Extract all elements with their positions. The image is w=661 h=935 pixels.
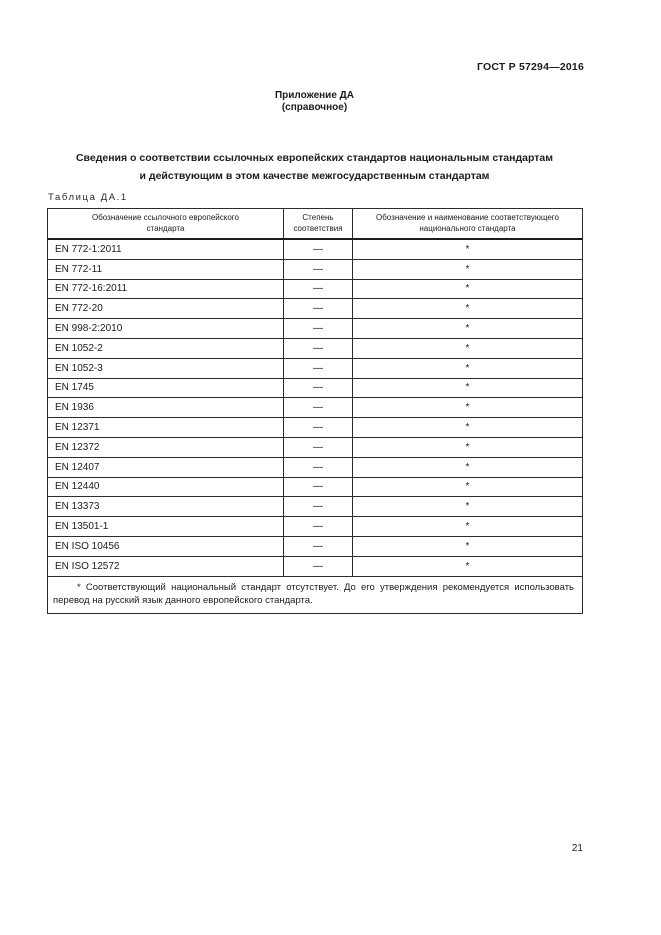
european-standard-cell: EN 1745 bbox=[47, 377, 284, 399]
european-standard-cell: EN 772-20 bbox=[47, 298, 284, 320]
degree-cell: — bbox=[283, 318, 353, 339]
european-standard-cell: EN 12407 bbox=[47, 456, 284, 478]
table-row: EN ISO 12572 — * bbox=[47, 555, 583, 577]
degree-cell: — bbox=[283, 238, 353, 260]
national-standard-cell: * bbox=[352, 377, 583, 399]
appendix-subtitle: (справочное) bbox=[281, 102, 348, 113]
table-row: EN 13373 — * bbox=[47, 496, 583, 518]
degree-cell: — bbox=[283, 535, 353, 557]
national-standard-cell: * bbox=[352, 298, 583, 320]
table-header: Обозначение ссылочного европейского стан… bbox=[47, 208, 583, 240]
column-header-national-standard-label: Обозначение и наименование соответствующ… bbox=[376, 213, 559, 233]
european-standard-cell: EN 12440 bbox=[47, 476, 284, 498]
table-row: EN 1052-3 — * bbox=[47, 357, 583, 379]
table-row: EN 1936 — * bbox=[47, 397, 583, 419]
table-row: EN 12371 — * bbox=[47, 417, 583, 438]
table-footnote: * Соответствующий национальный стандарт … bbox=[47, 575, 583, 614]
table-row: EN 772-20 — * bbox=[47, 298, 583, 320]
degree-cell: — bbox=[283, 397, 353, 419]
european-standard-cell: EN 13501-1 bbox=[47, 516, 284, 537]
national-standard-cell: * bbox=[352, 516, 583, 537]
european-standard-cell: EN 12371 bbox=[47, 417, 284, 438]
european-standard-cell: EN 13373 bbox=[47, 496, 284, 518]
appendix-heading: Приложение ДА (справочное) bbox=[47, 90, 582, 114]
table-row: EN 1052-2 — * bbox=[47, 337, 583, 359]
column-header-degree-label: Степень соответствия bbox=[293, 213, 343, 233]
degree-cell: — bbox=[283, 298, 353, 320]
european-standard-cell: EN 998-2:2010 bbox=[47, 318, 284, 339]
table-row: EN 772-1:2011 — * bbox=[47, 238, 583, 260]
national-standard-cell: * bbox=[352, 436, 583, 458]
degree-cell: — bbox=[283, 278, 353, 300]
standard-code: ГОСТ Р 57294—2016 bbox=[476, 61, 584, 73]
section-title-line1: Сведения о соответствии ссылочных европе… bbox=[75, 152, 554, 164]
table-row: EN ISO 10456 — * bbox=[47, 535, 583, 557]
degree-cell: — bbox=[283, 476, 353, 498]
correspondence-table: Обозначение ссылочного европейского стан… bbox=[47, 208, 583, 614]
european-standard-cell: EN 12372 bbox=[47, 436, 284, 458]
european-standard-cell: EN 1052-3 bbox=[47, 357, 284, 379]
table-row: EN 772-16:2011 — * bbox=[47, 278, 583, 300]
table-row: EN 12372 — * bbox=[47, 436, 583, 458]
european-standard-cell: EN ISO 10456 bbox=[47, 535, 284, 557]
degree-cell: — bbox=[283, 496, 353, 518]
footnote-row: * Соответствующий национальный стандарт … bbox=[47, 575, 583, 614]
national-standard-cell: * bbox=[352, 476, 583, 498]
degree-cell: — bbox=[283, 516, 353, 537]
column-header-european-standard-label: Обозначение ссылочного европейского стан… bbox=[91, 213, 239, 233]
table-row: EN 12407 — * bbox=[47, 456, 583, 478]
european-standard-cell: EN 1052-2 bbox=[47, 337, 284, 359]
table-row: EN 998-2:2010 — * bbox=[47, 318, 583, 339]
national-standard-cell: * bbox=[352, 496, 583, 518]
section-title: Сведения о соответствии ссылочных европе… bbox=[36, 150, 593, 185]
table-row: EN 772-11 — * bbox=[47, 258, 583, 280]
degree-cell: — bbox=[283, 555, 353, 577]
national-standard-cell: * bbox=[352, 278, 583, 300]
national-standard-cell: * bbox=[352, 318, 583, 339]
degree-cell: — bbox=[283, 436, 353, 458]
national-standard-cell: * bbox=[352, 535, 583, 557]
table-row: EN 12440 — * bbox=[47, 476, 583, 498]
degree-cell: — bbox=[283, 456, 353, 478]
table-header-row: Обозначение ссылочного европейского стан… bbox=[47, 208, 583, 240]
degree-cell: — bbox=[283, 357, 353, 379]
table-row: EN 1745 — * bbox=[47, 377, 583, 399]
national-standard-cell: * bbox=[352, 357, 583, 379]
national-standard-cell: * bbox=[352, 397, 583, 419]
degree-cell: — bbox=[283, 377, 353, 399]
page-number: 21 bbox=[571, 843, 583, 854]
table-footer: * Соответствующий национальный стандарт … bbox=[47, 575, 583, 614]
column-header-national-standard: Обозначение и наименование соответствующ… bbox=[352, 208, 583, 240]
column-header-european-standard: Обозначение ссылочного европейского стан… bbox=[47, 208, 284, 240]
appendix-title: Приложение ДА bbox=[274, 90, 355, 101]
section-title-line2: и действующим в этом качестве межгосудар… bbox=[139, 169, 490, 182]
table-body: EN 772-1:2011 — * EN 772-11 — * EN 772-1… bbox=[47, 238, 583, 577]
national-standard-cell: * bbox=[352, 456, 583, 478]
european-standard-cell: EN ISO 12572 bbox=[47, 555, 284, 577]
degree-cell: — bbox=[283, 258, 353, 280]
national-standard-cell: * bbox=[352, 258, 583, 280]
column-header-degree: Степень соответствия bbox=[283, 208, 353, 240]
degree-cell: — bbox=[283, 337, 353, 359]
european-standard-cell: EN 772-16:2011 bbox=[47, 278, 284, 300]
table-label: Таблица ДА.1 bbox=[48, 192, 128, 203]
european-standard-cell: EN 1936 bbox=[47, 397, 284, 419]
national-standard-cell: * bbox=[352, 238, 583, 260]
european-standard-cell: EN 772-11 bbox=[47, 258, 284, 280]
european-standard-cell: EN 772-1:2011 bbox=[47, 238, 284, 260]
national-standard-cell: * bbox=[352, 337, 583, 359]
national-standard-cell: * bbox=[352, 417, 583, 438]
degree-cell: — bbox=[283, 417, 353, 438]
national-standard-cell: * bbox=[352, 555, 583, 577]
table-row: EN 13501-1 — * bbox=[47, 516, 583, 537]
